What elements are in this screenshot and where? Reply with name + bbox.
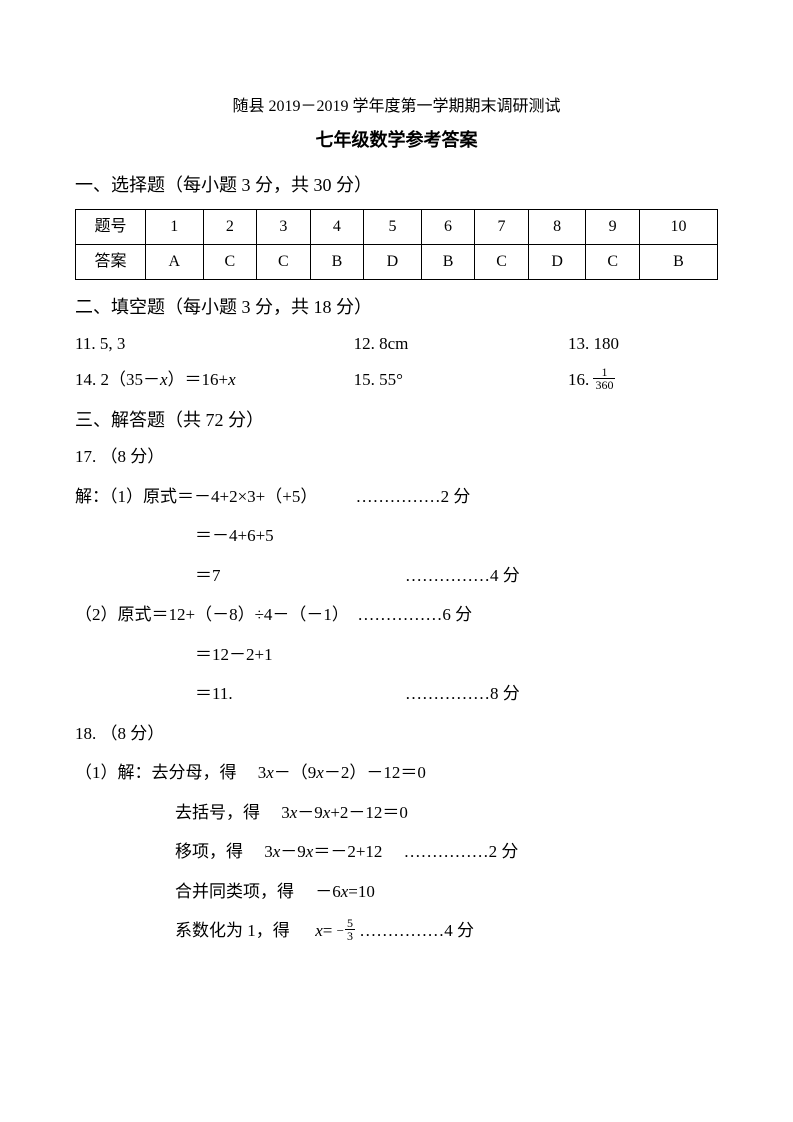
- q17-header: 17. （8 分）: [75, 444, 718, 470]
- q14-text: 14. 2（35－: [75, 370, 160, 389]
- table-row: 题号 1 2 3 4 5 6 7 8 9 10: [76, 210, 718, 245]
- q12: 12. 8cm: [354, 331, 568, 357]
- text: 移项，得 3: [175, 842, 273, 861]
- var-x: x: [315, 921, 323, 940]
- col-header: 1: [146, 210, 204, 245]
- section2-title: 二、填空题（每小题 3 分，共 18 分）: [75, 294, 718, 321]
- answer-cell: B: [310, 245, 364, 280]
- q17-result: ＝11.: [195, 681, 405, 707]
- q13: 13. 180: [568, 331, 718, 357]
- q17-line: 解：（1）原式＝－4+2×3+（+5） ……………2 分: [75, 484, 718, 510]
- col-header: 3: [257, 210, 311, 245]
- q17-result: ＝7: [195, 563, 405, 589]
- col-header: 8: [528, 210, 586, 245]
- text: －9: [280, 842, 306, 861]
- text: =10: [348, 882, 375, 901]
- text: －（9: [274, 763, 317, 782]
- q17-line: ＝12－2+1: [75, 642, 718, 668]
- text: －2）－12＝0: [324, 763, 426, 782]
- q18-line: 合并同类项，得 －6x=10: [75, 879, 718, 905]
- answer-cell: A: [146, 245, 204, 280]
- q15: 15. 55°: [354, 367, 568, 394]
- score-marker: ……………4 分: [405, 566, 520, 585]
- text: 合并同类项，得 －6: [175, 882, 341, 901]
- q18-line: 系数化为 1，得 x= −53 ……………4 分: [75, 918, 718, 944]
- q14-text: ）＝16+: [168, 370, 229, 389]
- minus-sign: −: [337, 921, 344, 941]
- q16: 16. 1360: [568, 367, 718, 394]
- fraction: 1360: [593, 366, 615, 391]
- fraction: 53: [345, 917, 355, 942]
- text: +2－12＝0: [330, 803, 408, 822]
- var-x: x: [316, 763, 324, 782]
- col-header: 4: [310, 210, 364, 245]
- answer-cell: B: [421, 245, 475, 280]
- col-header: 7: [475, 210, 529, 245]
- section3-title: 三、解答题（共 72 分）: [75, 407, 718, 434]
- answer-cell: C: [257, 245, 311, 280]
- var-x: x: [228, 370, 236, 389]
- exam-title-line1: 随县 2019－2019 学年度第一学期期末调研测试: [75, 95, 718, 119]
- text: =: [323, 921, 333, 940]
- score-marker: ……………8 分: [405, 684, 520, 703]
- q16-label: 16.: [568, 370, 594, 389]
- q17-part2: （2）原式＝12+（－8）÷4－（－1） ……………6 分: [75, 602, 718, 628]
- section1-title: 一、选择题（每小题 3 分，共 30 分）: [75, 172, 718, 199]
- text: 去括号，得 3: [175, 803, 290, 822]
- q18-line: 去括号，得 3x－9x+2－12＝0: [75, 800, 718, 826]
- text: （1）解：去分母，得 3: [75, 763, 266, 782]
- col-header: 5: [364, 210, 422, 245]
- q18-header: 18. （8 分）: [75, 721, 718, 747]
- var-x: x: [266, 763, 274, 782]
- answer-cell: B: [639, 245, 717, 280]
- text: 系数化为 1，得: [175, 921, 315, 940]
- fill-row-2: 14. 2（35－x）＝16+x 15. 55° 16. 1360: [75, 367, 718, 394]
- exam-title-line2: 七年级数学参考答案: [75, 127, 718, 154]
- q17-line: ＝11.……………8 分: [75, 681, 718, 707]
- answer-cell: D: [528, 245, 586, 280]
- row-label: 答案: [76, 245, 146, 280]
- neg-fraction: −53: [337, 919, 355, 944]
- fill-row-1: 11. 5, 3 12. 8cm 13. 180: [75, 331, 718, 357]
- text: －9: [297, 803, 323, 822]
- q17-line: ＝7……………4 分: [75, 563, 718, 589]
- q11: 11. 5, 3: [75, 331, 354, 357]
- score-marker: ……………4 分: [359, 921, 474, 940]
- frac-den: 360: [593, 379, 615, 391]
- col-header: 9: [586, 210, 640, 245]
- text: ＝－2+12 ……………2 分: [313, 842, 518, 861]
- table-row: 答案 A C C B D B C D C B: [76, 245, 718, 280]
- q17-line: ＝－4+6+5: [75, 523, 718, 549]
- answer-cell: C: [203, 245, 257, 280]
- col-header: 6: [421, 210, 475, 245]
- col-header: 10: [639, 210, 717, 245]
- answer-cell: D: [364, 245, 422, 280]
- answer-cell: C: [586, 245, 640, 280]
- col-header: 2: [203, 210, 257, 245]
- answer-cell: C: [475, 245, 529, 280]
- mc-answer-table: 题号 1 2 3 4 5 6 7 8 9 10 答案 A C C B D B C…: [75, 209, 718, 280]
- q18-line: （1）解：去分母，得 3x－（9x－2）－12＝0: [75, 760, 718, 786]
- var-x: x: [160, 370, 168, 389]
- frac-den: 3: [345, 930, 355, 942]
- row-label: 题号: [76, 210, 146, 245]
- q18-line: 移项，得 3x－9x＝－2+12 ……………2 分: [75, 839, 718, 865]
- q14: 14. 2（35－x）＝16+x: [75, 367, 354, 394]
